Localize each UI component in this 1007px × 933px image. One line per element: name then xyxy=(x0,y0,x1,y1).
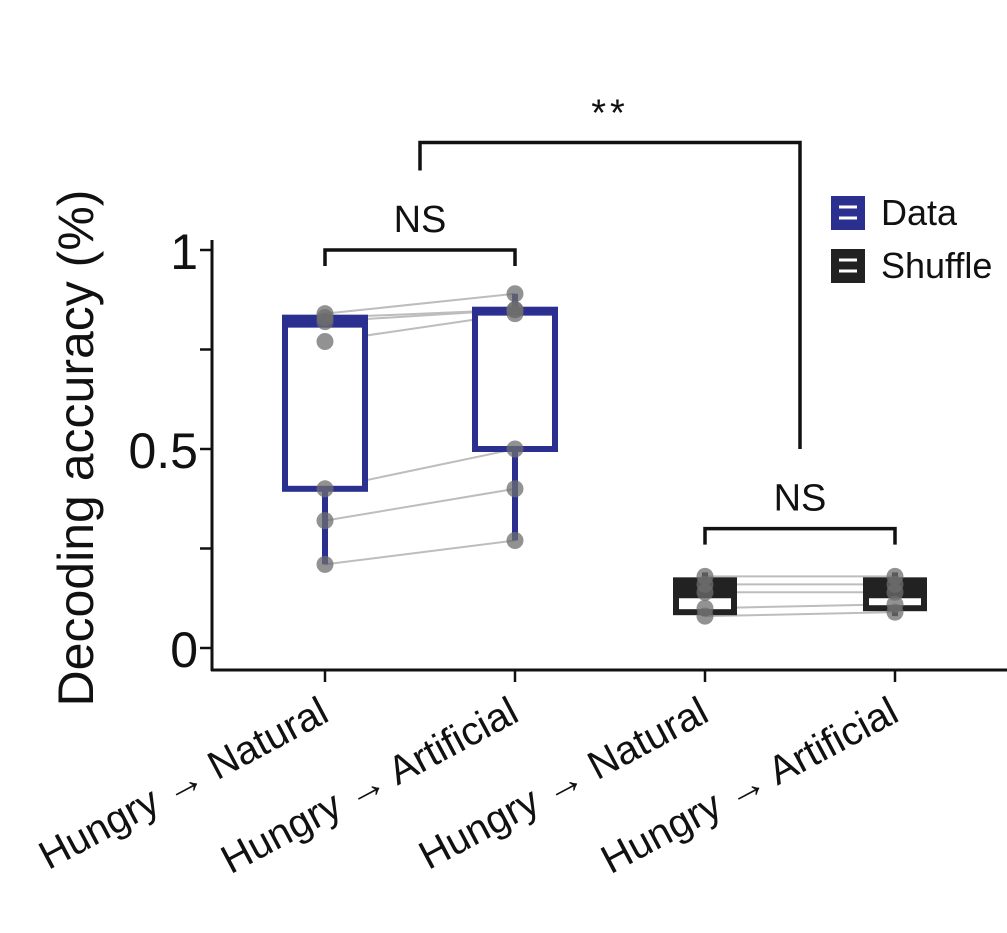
data-point xyxy=(316,305,334,323)
significance-annotations: NS NS ** xyxy=(323,93,897,545)
data-point xyxy=(506,480,524,498)
legend-swatch xyxy=(831,196,865,230)
data-point xyxy=(886,595,904,613)
data-point xyxy=(506,301,524,319)
significance-bracket xyxy=(418,140,802,449)
data-point xyxy=(506,532,524,550)
paired-line xyxy=(324,487,516,522)
data-point xyxy=(506,440,524,458)
significance-label: ** xyxy=(591,93,629,135)
paired-line xyxy=(704,611,896,618)
data-point xyxy=(696,599,714,617)
data-point xyxy=(316,480,334,498)
legend-label: Data xyxy=(881,192,958,233)
legend-label: Shuffle xyxy=(881,245,992,286)
box xyxy=(472,306,558,453)
y-tick-label: 0.5 xyxy=(128,423,198,479)
data-points xyxy=(316,285,904,625)
data-point xyxy=(886,567,904,585)
significance-label: NS xyxy=(394,199,447,241)
data-point xyxy=(696,567,714,585)
legend: Data Shuffle xyxy=(831,192,992,286)
boxes xyxy=(282,293,927,617)
paired-line xyxy=(324,539,516,566)
paired-lines xyxy=(324,292,896,618)
data-point xyxy=(506,285,524,303)
significance-label: NS xyxy=(774,478,827,520)
paired-line xyxy=(324,292,516,315)
data-point xyxy=(316,512,334,530)
data-point xyxy=(316,555,334,573)
legend-swatch xyxy=(831,249,865,283)
significance-bracket xyxy=(703,526,897,545)
y-tick-label: 0 xyxy=(170,622,198,678)
significance-bracket xyxy=(323,248,517,266)
y-tick-label: 1 xyxy=(170,224,198,280)
y-axis-label: Decoding accuracy (%) xyxy=(48,190,104,707)
data-point xyxy=(316,333,334,351)
